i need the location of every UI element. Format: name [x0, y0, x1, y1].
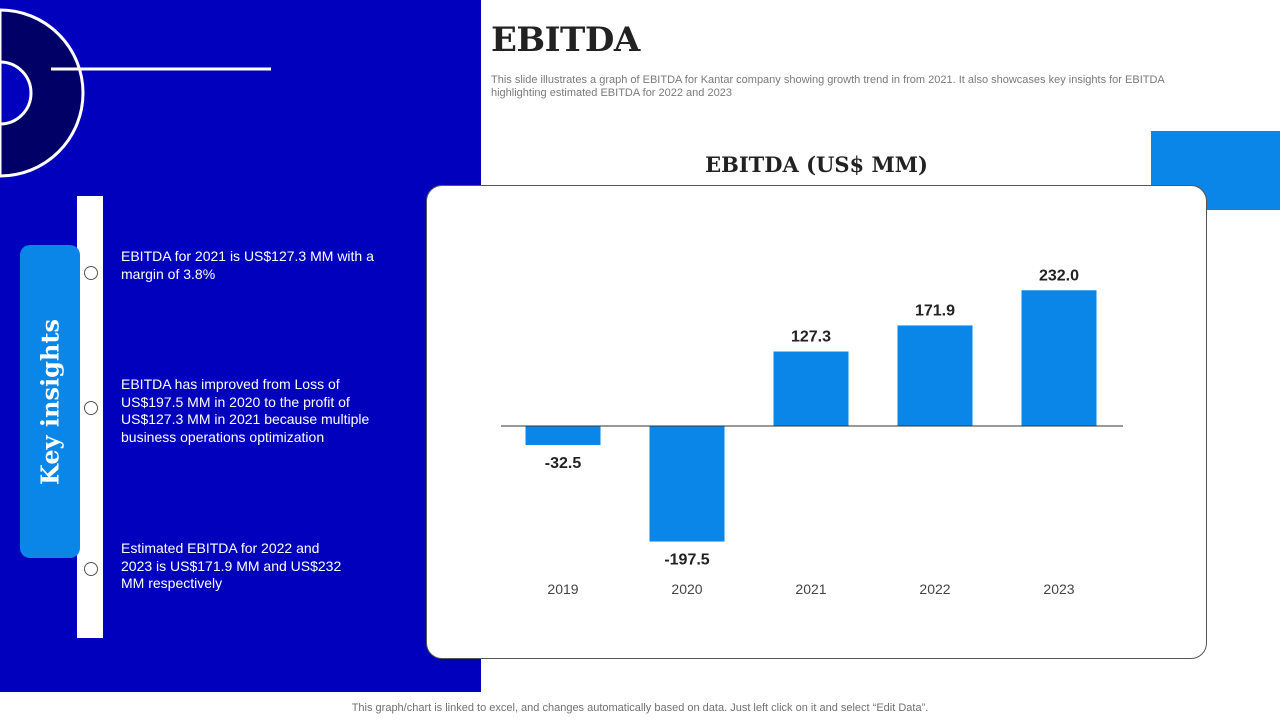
chart-card[interactable]: -32.5 2019 -197.5 2020 127.3 2021 171.9 2022 232…: [426, 185, 1207, 659]
x-tick-label: 2019: [547, 581, 578, 597]
decorative-semicircle: [0, 8, 271, 178]
x-tick-label: 2021: [795, 581, 826, 597]
footer-note: This graph/chart is linked to excel, and…: [351, 702, 929, 714]
page-title: EBITDA: [491, 20, 640, 60]
bar-2021: [773, 351, 849, 426]
x-tick-label: 2023: [1043, 581, 1074, 597]
chart-title: EBITDA (US$ MM): [705, 152, 928, 177]
bullet-circle-icon: [84, 562, 98, 576]
key-insights-tab: Key insights: [20, 245, 80, 558]
insight-item: Estimated EBITDA for 2022 and 2023 is US…: [121, 540, 342, 591]
bar-2023: [1021, 290, 1097, 426]
outer-semicircle: [0, 8, 85, 178]
page-subtitle: This slide illustrates a graph of EBITDA…: [491, 74, 1165, 99]
left-panel: Key insights EBITDA for 2021 is US$127.3…: [0, 0, 481, 692]
bar-chart: -32.5 2019 -197.5 2020 127.3 2021 171.9 2022 232…: [501, 267, 1123, 597]
bar-2019: [525, 426, 601, 446]
data-label: 127.3: [791, 329, 831, 346]
bar-2022: [897, 325, 973, 426]
insight-item: EBITDA has improved from Loss of US$197.…: [121, 376, 370, 445]
x-tick-label: 2020: [671, 581, 702, 597]
data-label: 232.0: [1039, 267, 1079, 284]
data-label: 171.9: [915, 302, 955, 319]
bullet-circle-icon: [84, 401, 98, 415]
insight-item: EBITDA for 2021 is US$127.3 MM with a ma…: [121, 248, 374, 282]
data-label: -32.5: [545, 455, 582, 472]
key-insights-label: Key insights: [35, 318, 65, 485]
data-label: -197.5: [664, 552, 709, 569]
bar-2020: [649, 426, 725, 542]
x-tick-label: 2022: [919, 581, 950, 597]
inner-semicircle: [0, 60, 33, 126]
bullet-circle-icon: [84, 266, 98, 280]
